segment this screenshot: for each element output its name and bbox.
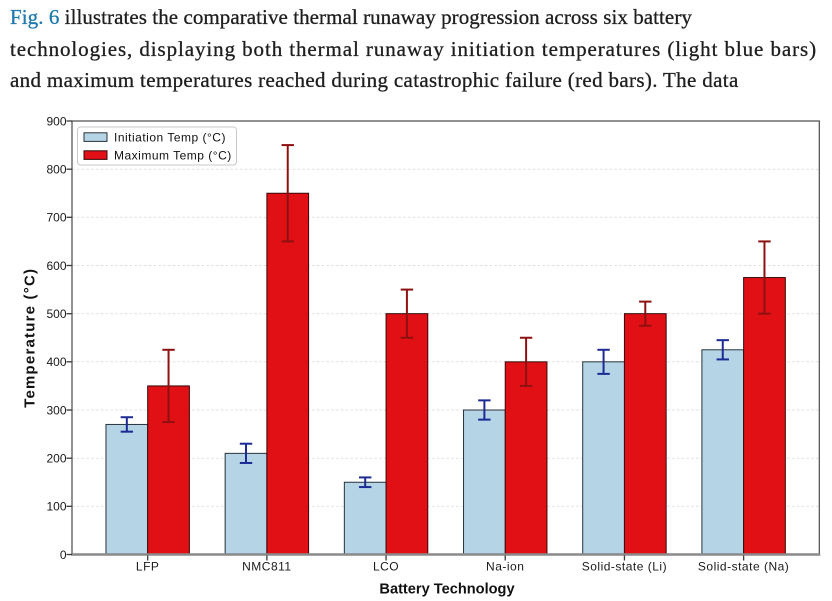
svg-text:900: 900 xyxy=(46,114,66,128)
svg-text:800: 800 xyxy=(46,163,66,177)
svg-text:Na-ion: Na-ion xyxy=(486,560,524,574)
svg-text:100: 100 xyxy=(46,500,66,514)
svg-text:Maximum Temp (°C): Maximum Temp (°C) xyxy=(114,148,232,162)
svg-text:NMC811: NMC811 xyxy=(242,560,291,574)
svg-text:0: 0 xyxy=(60,548,67,562)
svg-text:Solid-state (Li): Solid-state (Li) xyxy=(582,560,667,574)
svg-text:LCO: LCO xyxy=(373,560,399,574)
svg-text:700: 700 xyxy=(46,211,66,225)
svg-text:300: 300 xyxy=(46,403,66,417)
svg-text:Solid-state (Na): Solid-state (Na) xyxy=(698,560,789,574)
svg-text:LFP: LFP xyxy=(136,560,160,574)
svg-text:200: 200 xyxy=(46,452,66,466)
svg-text:Battery Technology: Battery Technology xyxy=(379,582,515,598)
svg-text:500: 500 xyxy=(46,307,66,321)
svg-text:400: 400 xyxy=(46,355,66,369)
svg-text:Temperature (°C): Temperature (°C) xyxy=(22,268,39,408)
svg-text:600: 600 xyxy=(46,259,66,273)
svg-text:Initiation Temp (°C): Initiation Temp (°C) xyxy=(114,130,226,144)
